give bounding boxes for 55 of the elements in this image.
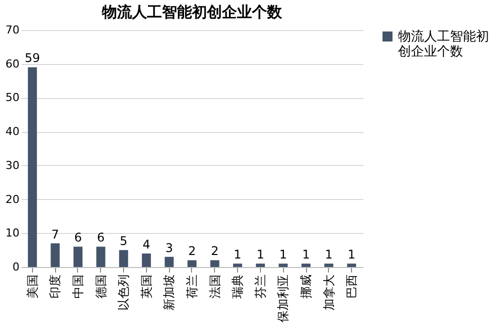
- bar: [119, 250, 128, 267]
- data-label: 59: [24, 51, 40, 66]
- y-tick-label: 20: [6, 192, 20, 206]
- x-tick-label: 芬兰: [253, 274, 268, 298]
- data-label: 3: [165, 240, 174, 255]
- y-tick-label: 30: [6, 158, 20, 172]
- x-tick-label: 德国: [94, 274, 108, 298]
- bar: [164, 256, 174, 267]
- x-tick-label: 英国: [139, 274, 154, 298]
- data-label: 1: [348, 248, 356, 262]
- bar: [278, 264, 288, 267]
- x-tick-label: 新加坡: [162, 274, 176, 310]
- bar: [96, 246, 106, 267]
- y-tick-label: 60: [6, 57, 20, 70]
- x-tick-label: 荷兰: [185, 274, 199, 298]
- y-tick-label: 0: [12, 260, 20, 274]
- data-label: 1: [279, 248, 288, 262]
- bar: [233, 264, 242, 267]
- data-label: 1: [256, 248, 264, 262]
- bar: [50, 243, 60, 267]
- y-tick-label: 50: [6, 91, 20, 104]
- x-tick-label: 巴西: [344, 274, 359, 298]
- y-tick-label: 70: [6, 24, 20, 36]
- bar: [28, 67, 37, 267]
- x-tick-label: 加拿大: [322, 274, 336, 310]
- data-label: 7: [51, 227, 60, 242]
- bar: [142, 253, 151, 267]
- x-tick-label: 以色列: [116, 274, 131, 310]
- legend-label: 物流人工智能初创企业个数: [398, 28, 489, 60]
- x-tick-label: 法国: [208, 274, 222, 298]
- x-tick-label: 美国: [25, 274, 40, 298]
- chart-title: 物流人工智能初创企业个数: [101, 3, 283, 21]
- data-label: 1: [324, 248, 333, 262]
- bar: [324, 264, 334, 267]
- data-label: 1: [234, 248, 242, 262]
- bar: [74, 246, 82, 267]
- bar: [302, 264, 310, 267]
- x-tick-label: 瑞典: [230, 274, 245, 298]
- y-tick-label: 40: [6, 125, 20, 138]
- bar: [188, 260, 196, 267]
- x-tick-label: 保加利亚: [276, 274, 290, 322]
- data-label: 2: [210, 244, 219, 258]
- bar: [256, 264, 265, 267]
- data-label: 5: [120, 234, 128, 248]
- data-label: 6: [96, 230, 105, 245]
- data-label: 1: [302, 248, 310, 262]
- y-tick-label: 10: [6, 226, 20, 240]
- x-tick-label: 印度: [48, 274, 62, 298]
- x-tick-label: 挪威: [299, 274, 313, 298]
- bar: [347, 264, 356, 267]
- bar: [210, 260, 220, 267]
- data-label: 2: [188, 244, 196, 258]
- data-label: 6: [74, 230, 82, 245]
- x-tick-label: 中国: [71, 274, 85, 298]
- data-label: 4: [142, 237, 150, 252]
